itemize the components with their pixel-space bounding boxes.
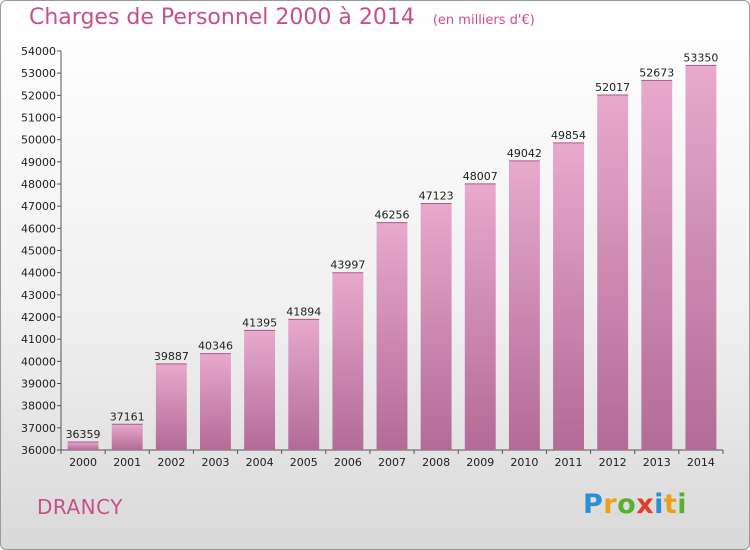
- y-tick-label: 47000: [21, 200, 56, 213]
- bar: [508, 160, 540, 450]
- y-tick-label: 38000: [21, 400, 56, 413]
- bar: [288, 319, 320, 450]
- bar: [685, 65, 717, 451]
- y-tick-label: 37000: [21, 422, 56, 435]
- bar-value-label: 36359: [66, 428, 101, 441]
- y-tick-label: 52000: [21, 89, 56, 102]
- x-tick-label: 2012: [599, 456, 627, 469]
- x-tick-label: 2010: [510, 456, 538, 469]
- x-tick-label: 2006: [334, 456, 362, 469]
- bar-value-label: 41894: [286, 305, 321, 318]
- y-tick-label: 53000: [21, 67, 56, 80]
- y-tick-label: 51000: [21, 112, 56, 125]
- x-tick-label: 2001: [113, 456, 141, 469]
- chart-title-text: Charges de Personnel 2000 à 2014: [29, 5, 415, 30]
- logo-letter: o: [617, 489, 637, 520]
- y-tick-label: 41000: [21, 333, 56, 346]
- labels: 36359 37161 39887 40346 41395 41894 43997 46256…: [66, 51, 719, 441]
- y-tick-label: 45000: [21, 245, 56, 258]
- bar: [376, 222, 408, 450]
- x-tick-label: 2002: [157, 456, 185, 469]
- axes: 36000 37000 38000 39000 40000 41000 42000 43000…: [21, 45, 724, 469]
- y-tick-label: 54000: [21, 45, 56, 58]
- logo-letter: r: [603, 489, 618, 520]
- y-tick-label: 39000: [21, 378, 56, 391]
- y-tick-label: 49000: [21, 156, 56, 169]
- logo-letter: i: [677, 489, 688, 520]
- bar-value-label: 49042: [507, 147, 542, 160]
- x-tick-label: 2000: [69, 456, 97, 469]
- bar: [597, 94, 629, 451]
- y-tick-label: 44000: [21, 267, 56, 280]
- bar: [553, 142, 584, 450]
- bar: [332, 272, 364, 450]
- y-tick-label: 43000: [21, 289, 56, 302]
- x-tick-label: 2004: [246, 456, 274, 469]
- bar: [641, 80, 673, 451]
- y-tick-label: 48000: [21, 178, 56, 191]
- x-tick-label: 2009: [466, 456, 494, 469]
- x-tick-label: 2013: [643, 456, 671, 469]
- x-tick-label: 2005: [290, 456, 318, 469]
- bar-value-label: 40346: [198, 340, 233, 353]
- bar-value-label: 39887: [154, 350, 189, 363]
- bars: [67, 64, 717, 451]
- logo-letter: i: [654, 489, 664, 520]
- y-tick-label: 36000: [21, 444, 56, 457]
- chart-title: Charges de Personnel 2000 à 2014 (en mill…: [29, 5, 535, 30]
- bar-value-label: 43997: [330, 259, 365, 272]
- proxiti-logo: Proxiti: [583, 489, 687, 520]
- bar: [200, 353, 231, 450]
- bar-value-label: 49854: [551, 129, 586, 142]
- bar-value-label: 52017: [595, 81, 630, 94]
- y-tick-label: 40000: [21, 355, 56, 368]
- x-tick-label: 2007: [378, 456, 406, 469]
- bar: [244, 330, 276, 450]
- bar-value-label: 48007: [463, 170, 498, 183]
- bar: [155, 363, 187, 450]
- x-tick-label: 2008: [422, 456, 450, 469]
- y-tick-label: 42000: [21, 311, 56, 324]
- bar: [111, 424, 143, 450]
- bar-value-label: 53350: [683, 51, 718, 64]
- logo-letter: t: [663, 489, 678, 520]
- bar-value-label: 47123: [419, 189, 454, 202]
- bar: [464, 183, 496, 450]
- x-tick-label: 2014: [687, 456, 715, 469]
- x-tick-label: 2003: [201, 456, 229, 469]
- bar: [420, 203, 452, 450]
- y-tick-label: 50000: [21, 134, 56, 147]
- bar-value-label: 46256: [375, 209, 410, 222]
- bar: [67, 442, 99, 450]
- logo-letter: P: [583, 489, 604, 520]
- bar-value-label: 41395: [242, 316, 277, 329]
- x-tick-label: 2011: [555, 456, 583, 469]
- logo-letter: x: [636, 489, 655, 520]
- commune-name: DRANCY: [37, 495, 123, 519]
- unit-note: (en milliers d'€): [432, 13, 535, 28]
- bar-value-label: 52673: [639, 66, 674, 79]
- bar-value-label: 37161: [110, 410, 145, 423]
- y-tick-label: 46000: [21, 222, 56, 235]
